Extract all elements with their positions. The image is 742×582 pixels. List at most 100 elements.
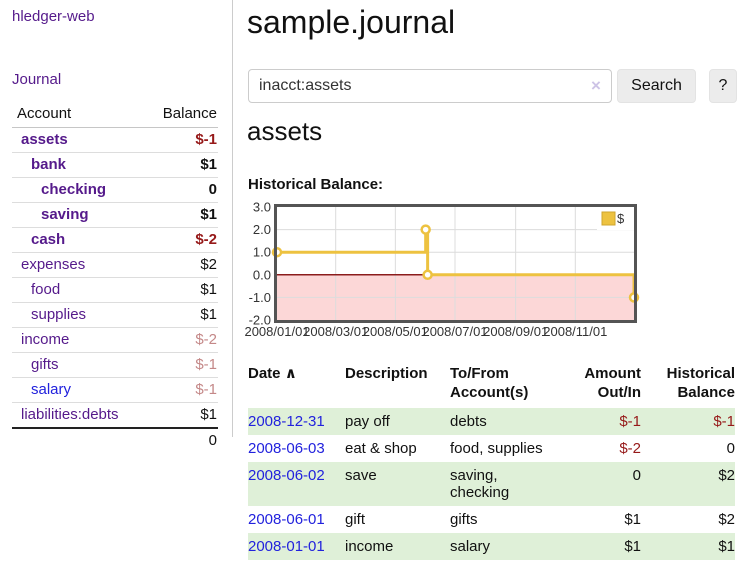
- account-row: liabilities:debts $1: [12, 402, 218, 429]
- account-row: expenses $2: [12, 252, 218, 278]
- account-row: supplies $1: [12, 302, 218, 328]
- brand-link[interactable]: hledger-web: [12, 8, 95, 25]
- transaction-date-link[interactable]: 2008-12-31: [248, 413, 325, 430]
- register-header-date[interactable]: Date ∧: [248, 365, 297, 382]
- transaction-description: eat & shop: [345, 440, 417, 457]
- chart-title: Historical Balance:: [248, 176, 384, 193]
- transaction-accounts: debts: [450, 408, 558, 435]
- data-point-marker: [422, 269, 433, 281]
- sidebar-account-link[interactable]: checking: [41, 181, 107, 198]
- page-title: sample.journal: [247, 4, 456, 40]
- sidebar-account-link[interactable]: income: [21, 331, 70, 348]
- accounts-total-balance: 0: [143, 427, 218, 453]
- accounts-table: Account Balance assets $-1 bank $1 checking 0…: [12, 102, 218, 453]
- account-balance: $1: [143, 202, 218, 228]
- account-row: cash $-2: [12, 227, 218, 253]
- search-input[interactable]: [248, 69, 612, 103]
- account-row: food $1: [12, 277, 218, 303]
- account-heading: assets: [247, 116, 323, 146]
- sidebar: hledger-web Journal Account Balance asse…: [0, 0, 233, 453]
- account-balance: $1: [143, 302, 218, 328]
- transaction-accounts: saving, checking: [450, 462, 558, 506]
- transaction-description: save: [345, 462, 450, 506]
- sidebar-account-link[interactable]: bank: [31, 156, 67, 173]
- transaction-amount: 0: [558, 462, 641, 506]
- transaction-balance: $-1: [641, 408, 735, 435]
- transaction-accounts: food, supplies: [450, 440, 543, 457]
- account-balance: 0: [143, 177, 218, 203]
- register-row: 2008-01-01 income salary $1 $1: [248, 533, 735, 560]
- svg-text:2.0: 2.0: [253, 222, 271, 237]
- svg-text:2008/07/01: 2008/07/01: [422, 324, 487, 339]
- svg-text:0.0: 0.0: [253, 267, 271, 282]
- sidebar-account-link[interactable]: supplies: [31, 306, 87, 323]
- register-header-row: Date ∧ Description To/From Account(s) Am…: [248, 362, 735, 408]
- transaction-date-link[interactable]: 2008-12-31: [248, 408, 345, 435]
- transaction-date-link[interactable]: 2008-01-01: [248, 538, 325, 555]
- svg-text:2008/11/01: 2008/11/01: [543, 324, 607, 339]
- sidebar-account-link[interactable]: liabilities:debts: [21, 406, 119, 423]
- account-balance: $1: [143, 402, 218, 429]
- account-balance: $1: [143, 277, 218, 303]
- account-balance: $2: [143, 252, 218, 278]
- account-row: gifts $-1: [12, 352, 218, 378]
- register-header-accounts: To/From Account(s): [450, 365, 529, 401]
- account-row: income $-2: [12, 327, 218, 353]
- sidebar-account-link[interactable]: gifts: [31, 356, 59, 373]
- svg-text:1.0: 1.0: [253, 245, 271, 260]
- transaction-balance: $1: [641, 533, 735, 560]
- register-header-amount: Amount Out/In: [584, 365, 641, 401]
- account-balance: $-1: [143, 127, 218, 153]
- sidebar-account-link[interactable]: assets: [21, 131, 68, 148]
- transaction-description: income: [345, 533, 450, 560]
- sidebar-item-journal[interactable]: Journal: [12, 71, 62, 88]
- transaction-amount: $1: [624, 511, 641, 528]
- legend-swatch: [601, 211, 616, 226]
- register-header-description: Description: [345, 365, 428, 382]
- legend-label: $: [617, 211, 625, 226]
- help-button[interactable]: ?: [709, 69, 737, 103]
- transaction-description: gift: [345, 511, 366, 528]
- transaction-date-link[interactable]: 2008-06-02: [248, 467, 325, 484]
- register-header-balance: Historical Balance: [666, 365, 735, 401]
- accounts-header-row: Account Balance: [12, 102, 218, 128]
- transaction-amount: $-2: [619, 440, 641, 457]
- svg-text:-1.0: -1.0: [249, 290, 271, 305]
- data-point-marker: [420, 224, 431, 235]
- transaction-date-link[interactable]: 2008-06-02: [248, 462, 345, 506]
- clear-search-icon[interactable]: ×: [591, 76, 601, 95]
- sidebar-account-link[interactable]: saving: [41, 206, 89, 223]
- sidebar-account-link[interactable]: salary: [31, 381, 72, 398]
- accounts-header-balance: Balance: [143, 102, 218, 128]
- transaction-date-link[interactable]: 2008-06-01: [248, 511, 325, 528]
- transaction-balance: 0: [726, 440, 735, 457]
- register-row: 2008-06-03 eat & shop food, supplies $-2 0: [248, 435, 735, 462]
- svg-text:2008/01/01: 2008/01/01: [245, 324, 310, 339]
- account-row: assets $-1: [12, 127, 218, 153]
- transaction-amount: $-1: [558, 408, 641, 435]
- search-button[interactable]: Search: [617, 69, 696, 103]
- transaction-amount: $1: [558, 533, 641, 560]
- account-balance: $1: [143, 152, 218, 178]
- transaction-date-link[interactable]: 2008-06-01: [248, 506, 345, 533]
- accounts-total-row: 0: [12, 427, 218, 453]
- sidebar-account-link[interactable]: cash: [31, 231, 66, 248]
- transaction-date-link[interactable]: 2008-01-01: [248, 533, 345, 560]
- svg-text:2008/03/01: 2008/03/01: [303, 324, 368, 339]
- historical-balance-chart: $3.0 2.0 1.0 0.0 -1.0 -2.0 2008/01/01 2008/03/0…: [244, 200, 742, 347]
- register-row: 2008-12-31 pay off debts $-1 $-1: [248, 408, 735, 435]
- svg-text:-2.0: -2.0: [249, 313, 271, 328]
- account-row: bank $1: [12, 152, 218, 178]
- transaction-balance: $2: [641, 462, 735, 506]
- transaction-date-link[interactable]: 2008-06-03: [248, 435, 345, 462]
- register-table: Date ∧ Description To/From Account(s) Am…: [248, 362, 735, 560]
- account-balance: $-1: [143, 377, 218, 403]
- svg-text:3.0: 3.0: [253, 202, 271, 215]
- transaction-date-link[interactable]: 2008-06-03: [248, 440, 325, 457]
- accounts-header-account: Account: [12, 102, 144, 128]
- transaction-description: pay off: [345, 408, 450, 435]
- sidebar-account-link[interactable]: expenses: [21, 256, 86, 273]
- transaction-balance: $2: [718, 511, 735, 528]
- sidebar-account-link[interactable]: food: [31, 281, 61, 298]
- transaction-accounts: salary: [450, 533, 558, 560]
